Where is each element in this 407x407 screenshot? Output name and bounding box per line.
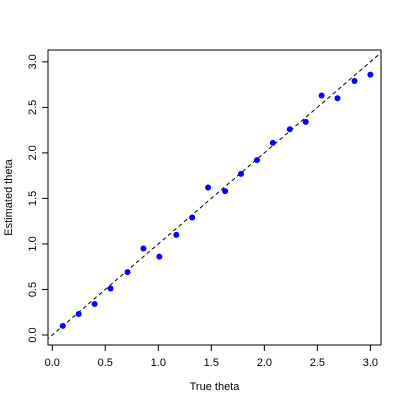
point — [302, 118, 309, 125]
point — [59, 322, 66, 329]
point — [75, 311, 82, 318]
point — [124, 269, 131, 276]
point — [286, 126, 293, 133]
x-tick-label: 1.0 — [151, 357, 166, 369]
y-tick-label: 1.0 — [27, 236, 39, 251]
y-tick-label: 2.5 — [27, 100, 39, 115]
x-tick-label: 2.5 — [310, 357, 325, 369]
y-tick-label: 2.0 — [27, 145, 39, 160]
point — [173, 231, 180, 238]
y-tick-label: 0.5 — [27, 282, 39, 297]
identity-line — [48, 52, 381, 340]
x-tick-label: 1.5 — [204, 357, 219, 369]
point — [156, 253, 163, 260]
point — [318, 92, 325, 99]
point — [351, 77, 358, 84]
point — [253, 157, 260, 164]
x-tick-label: 0.5 — [98, 357, 113, 369]
x-tick-label: 2.0 — [257, 357, 272, 369]
point — [334, 95, 341, 102]
plot-box — [47, 49, 382, 346]
x-tick-label: 3.0 — [363, 357, 378, 369]
point — [222, 188, 229, 195]
point — [189, 214, 196, 221]
point — [91, 301, 98, 308]
y-tick-label: 1.5 — [27, 191, 39, 206]
point — [205, 184, 212, 191]
point — [140, 245, 147, 252]
y-tick-label: 3.0 — [27, 54, 39, 69]
y-tick-label: 0.0 — [27, 327, 39, 342]
point — [367, 71, 374, 78]
x-axis-label: True theta — [190, 381, 241, 393]
y-axis-label: Estimated theta — [3, 158, 15, 235]
point — [269, 139, 276, 146]
point — [107, 285, 114, 292]
x-tick-label: 0.0 — [45, 357, 60, 369]
point — [238, 170, 245, 177]
